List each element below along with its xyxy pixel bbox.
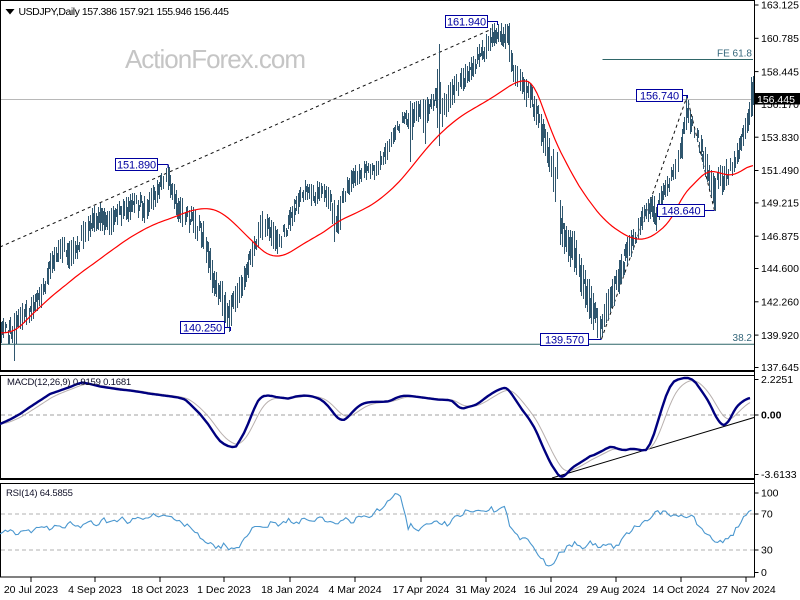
svg-text:163.125: 163.125 (761, 0, 799, 12)
svg-text:29 Aug 2024: 29 Aug 2024 (587, 584, 646, 596)
svg-text:161.940: 161.940 (447, 17, 486, 29)
svg-text:142.260: 142.260 (761, 297, 799, 309)
svg-text:160.785: 160.785 (761, 33, 799, 45)
svg-text:16 Jul 2024: 16 Jul 2024 (524, 584, 578, 596)
svg-text:4 Sep 2023: 4 Sep 2023 (68, 584, 122, 596)
svg-text:MACD(12,26,9) 0.9159 0.1681: MACD(12,26,9) 0.9159 0.1681 (7, 377, 131, 388)
svg-text:RSI(14) 64.5855: RSI(14) 64.5855 (6, 488, 73, 499)
svg-text:USDJPY,Daily 157.386 157.921: USDJPY,Daily 157.386 157.921 155.946 156… (19, 6, 230, 18)
svg-text:17 Apr 2024: 17 Apr 2024 (393, 584, 450, 596)
svg-text:139.920: 139.920 (761, 330, 799, 342)
svg-text:156.445: 156.445 (757, 94, 795, 106)
svg-text:4 Mar 2024: 4 Mar 2024 (328, 584, 381, 596)
svg-text:148.640: 148.640 (661, 206, 700, 218)
svg-text:20 Jul 2023: 20 Jul 2023 (4, 584, 58, 596)
svg-text:2.2251: 2.2251 (761, 374, 793, 386)
svg-text:1 Dec 2023: 1 Dec 2023 (197, 584, 251, 596)
svg-text:146.875: 146.875 (761, 231, 799, 243)
svg-text:27 Nov 2024: 27 Nov 2024 (716, 584, 776, 596)
svg-text:14 Oct 2024: 14 Oct 2024 (652, 584, 709, 596)
svg-text:158.445: 158.445 (761, 66, 799, 78)
svg-text:ActionForex.com: ActionForex.com (125, 44, 305, 74)
svg-text:38.2: 38.2 (733, 333, 753, 344)
svg-text:FE 61.8: FE 61.8 (717, 49, 752, 60)
svg-text:-3.6133: -3.6133 (761, 469, 797, 481)
svg-text:151.890: 151.890 (117, 160, 156, 172)
svg-text:0: 0 (761, 567, 767, 579)
svg-text:149.215: 149.215 (761, 198, 799, 210)
svg-text:153.830: 153.830 (761, 132, 799, 144)
svg-text:139.570: 139.570 (545, 335, 584, 347)
svg-text:18 Oct 2023: 18 Oct 2023 (131, 584, 188, 596)
svg-text:137.645: 137.645 (761, 362, 799, 374)
svg-text:151.490: 151.490 (761, 165, 799, 177)
svg-text:144.600: 144.600 (761, 263, 799, 275)
svg-text:30: 30 (761, 545, 773, 557)
svg-text:18 Jan 2024: 18 Jan 2024 (261, 584, 319, 596)
svg-text:31 May 2024: 31 May 2024 (456, 584, 517, 596)
svg-text:70: 70 (761, 509, 773, 521)
svg-text:0.00: 0.00 (761, 410, 782, 422)
svg-text:156.740: 156.740 (640, 91, 679, 103)
svg-text:100: 100 (761, 488, 779, 500)
svg-text:140.250: 140.250 (183, 323, 222, 335)
